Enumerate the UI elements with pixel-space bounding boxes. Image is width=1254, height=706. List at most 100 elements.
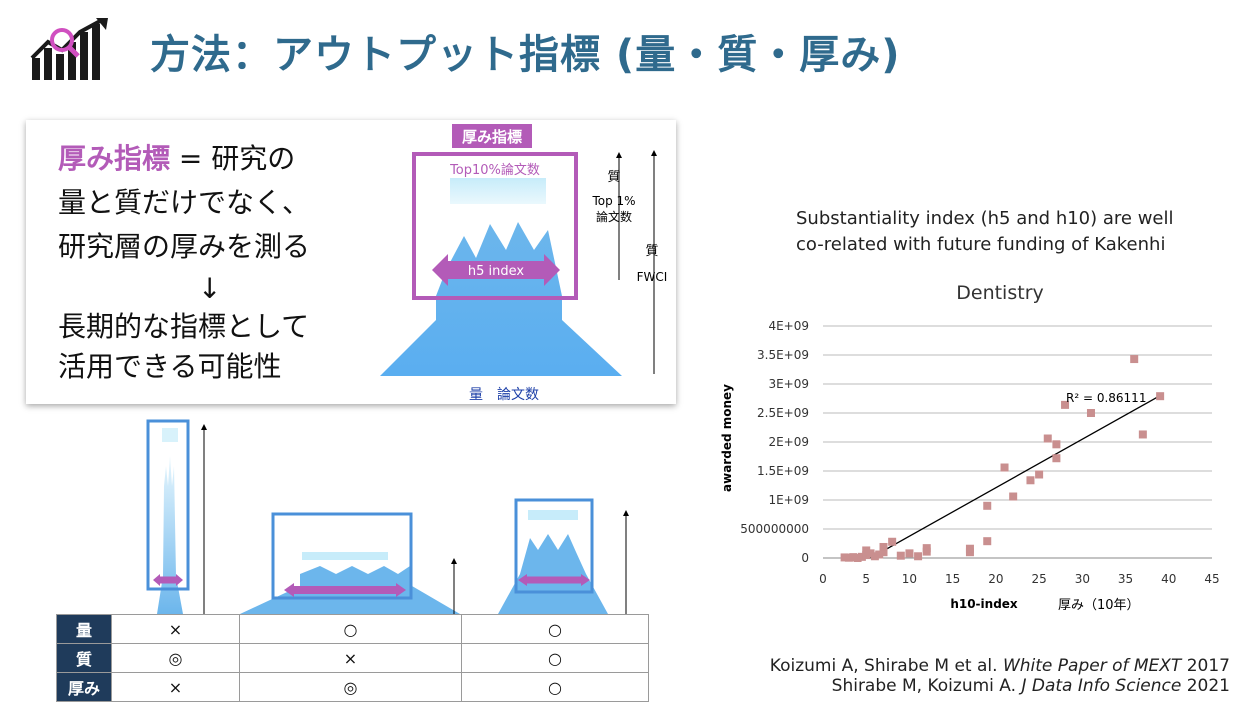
balanced-box xyxy=(514,498,594,594)
data-point xyxy=(1026,476,1035,485)
y-axis-label: awarded money xyxy=(720,384,734,492)
balanced-mountain xyxy=(498,534,608,614)
chart-grid xyxy=(823,325,1212,559)
wide-axis-head xyxy=(451,558,457,564)
x-axis-label-ja: 厚み（10年） xyxy=(1058,598,1140,613)
x-tick-label: 45 xyxy=(1204,572,1219,586)
table-cell: × xyxy=(239,643,462,673)
tall-top-band xyxy=(162,428,178,442)
concept-line-1: 厚み指標 = 研究の xyxy=(58,142,295,176)
down-arrow: ↓ xyxy=(198,272,222,305)
table-cell: ○ xyxy=(461,614,649,644)
balanced-arrow-right xyxy=(581,574,590,586)
wide-arrow-right xyxy=(396,583,406,597)
data-point xyxy=(879,548,888,557)
table-cell: ○ xyxy=(461,643,649,673)
data-point xyxy=(870,552,879,561)
data-point xyxy=(853,554,862,562)
data-point xyxy=(914,552,923,561)
data-point xyxy=(1130,355,1139,364)
ref2-source: J Data Info Science xyxy=(1021,676,1182,696)
data-point xyxy=(849,553,858,562)
data-point xyxy=(905,549,914,558)
trend-line xyxy=(870,395,1161,559)
reference-1: Koizumi A, Shirabe M et al. White Paper … xyxy=(770,656,1230,676)
table-cell: ◎ xyxy=(111,643,240,673)
tall-arrow-left xyxy=(153,574,160,586)
row-header: 質 xyxy=(56,643,112,673)
row-header: 量 xyxy=(56,614,112,644)
data-point xyxy=(1052,440,1061,449)
data-point xyxy=(1138,430,1147,439)
mountain-diagram: 厚み指標 Top10%論文数 h5 index 質 Top 1% 論文数 質 F… xyxy=(380,124,668,403)
y-axis-ticks: 0 500000000 1E+09 1.5E+09 2E+09 2.5E+09 3E+09 3… xyxy=(740,319,809,565)
x-axis-ticks: 0 5 10 15 20 25 30 35 40 45 xyxy=(819,572,1219,586)
caption-line-1: Substantiality index (h5 and h10) are we… xyxy=(796,208,1174,229)
data-points xyxy=(840,355,1165,562)
data-point xyxy=(1061,400,1070,409)
balanced-axis-head xyxy=(623,510,629,516)
data-point xyxy=(1086,409,1095,417)
top10-label: Top10%論文数 xyxy=(449,162,540,178)
tall-mountain xyxy=(157,456,183,614)
caption-line-2: co-related with future funding of Kakenh… xyxy=(796,234,1166,255)
y-tick-label: 2E+09 xyxy=(768,435,809,449)
x-tick-label: 5 xyxy=(862,572,870,586)
data-point xyxy=(862,551,871,560)
growth-chart-magnifier-icon xyxy=(30,18,108,80)
data-point xyxy=(888,537,897,546)
table-cell: × xyxy=(111,614,240,644)
data-point xyxy=(1052,454,1061,463)
page-title: 方法：アウトプット指標 (量・質・厚み) xyxy=(150,32,901,78)
tall-arrow-right xyxy=(176,574,183,586)
data-point xyxy=(1043,434,1052,443)
data-point xyxy=(875,550,884,559)
x-tick-label: 35 xyxy=(1118,572,1133,586)
tall-axis-head xyxy=(201,424,207,430)
data-point xyxy=(1000,463,1009,472)
y-tick-label: 500000000 xyxy=(740,522,809,536)
wide-top-band xyxy=(302,552,388,560)
data-point xyxy=(866,549,875,558)
quality-label-2: 質 xyxy=(645,244,658,259)
top1-label-2: 論文数 xyxy=(596,209,632,224)
top10-band xyxy=(450,178,546,204)
row-header: 厚み xyxy=(56,672,112,702)
h5-arrow-left xyxy=(432,254,448,286)
x-tick-label: 30 xyxy=(1075,572,1090,586)
table-cell: ○ xyxy=(239,614,462,644)
data-point xyxy=(896,551,905,560)
x-tick-label: 25 xyxy=(1031,572,1046,586)
quality-axis-short-head xyxy=(616,152,622,158)
data-point xyxy=(983,501,992,510)
thickness-box xyxy=(412,152,578,300)
x-tick-label: 20 xyxy=(988,572,1003,586)
ref2-year: 2021 xyxy=(1181,676,1230,696)
x-tick-label: 40 xyxy=(1161,572,1176,586)
top1-label-1: Top 1% xyxy=(591,194,635,208)
quality-axis-long-head xyxy=(651,150,657,156)
table-cell: ◎ xyxy=(239,672,462,702)
y-tick-label: 1E+09 xyxy=(768,493,809,507)
ref2-authors: Shirabe M, Koizumi A. xyxy=(831,676,1022,696)
data-point xyxy=(983,537,992,546)
data-point xyxy=(965,544,974,553)
table-cell: ○ xyxy=(461,672,649,702)
y-tick-label: 2.5E+09 xyxy=(757,406,809,420)
data-point xyxy=(862,546,871,555)
data-point xyxy=(922,544,931,553)
x-tick-label: 10 xyxy=(902,572,917,586)
table-cell: × xyxy=(111,672,240,702)
concept-line-2: 量と質だけでなく、 xyxy=(58,186,311,219)
tall-box xyxy=(146,419,190,591)
highlight-term: 厚み指標 xyxy=(58,142,171,175)
data-point xyxy=(879,542,888,551)
data-point xyxy=(857,552,866,561)
thickness-badge: 厚み指標 xyxy=(462,128,522,146)
y-tick-label: 3E+09 xyxy=(768,377,809,391)
comparison-table: 量 × ○ ○ 質 ◎ × ○ 厚み × ◎ ○ xyxy=(56,614,649,702)
ref1-authors: Koizumi A, Shirabe M et al. xyxy=(769,656,1003,676)
quantity-label: 量 論文数 xyxy=(469,387,539,403)
fwci-label: FWCI xyxy=(637,270,668,284)
ref1-source: White Paper of MEXT xyxy=(1002,656,1182,676)
